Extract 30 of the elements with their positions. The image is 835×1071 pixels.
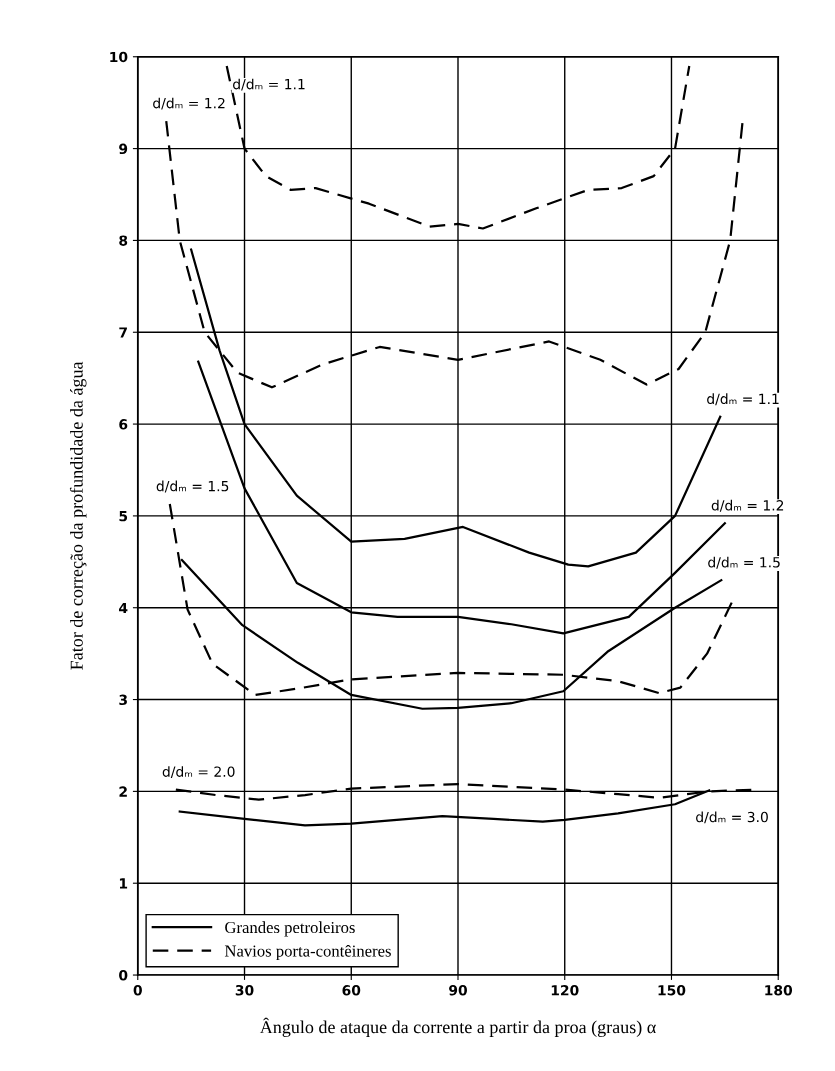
x-axis-title: Ângulo de ataque da corrente a partir da proa (graus) α bbox=[259, 1017, 656, 1037]
annotation: d/dₘ = 1.2 bbox=[153, 97, 225, 110]
y-tick-label: 8 bbox=[119, 235, 128, 246]
annotation: d/dₘ = 1.1 bbox=[233, 78, 305, 91]
y-tick-label: 2 bbox=[119, 786, 127, 797]
annotation: d/dₘ = 1.1 bbox=[707, 393, 779, 406]
y-tick-label: 0 bbox=[119, 970, 128, 981]
x-tick-label: 60 bbox=[342, 985, 361, 996]
legend-label: Grandes petroleiros bbox=[225, 921, 355, 937]
annotation: d/dₘ = 3.0 bbox=[696, 811, 768, 824]
y-tick-label: 1 bbox=[119, 878, 128, 889]
y-tick-label: 5 bbox=[119, 511, 128, 522]
x-tick-label: 150 bbox=[658, 985, 686, 996]
annotation: d/dₘ = 1.2 bbox=[711, 499, 784, 512]
x-tick-label: 30 bbox=[235, 985, 254, 996]
x-tick-label: 0 bbox=[133, 985, 142, 996]
annotation: d/dₘ = 1.5 bbox=[156, 480, 229, 493]
y-axis-title: Fator de correção da profundidade da água bbox=[69, 361, 87, 670]
x-tick-label: 180 bbox=[765, 985, 793, 996]
y-tick-label: 10 bbox=[110, 51, 128, 63]
annotation: d/dₘ = 1.5 bbox=[708, 556, 780, 569]
annotation: d/dₘ = 2.0 bbox=[162, 766, 235, 778]
y-tick-label: 3 bbox=[119, 694, 127, 706]
x-tick-label: 120 bbox=[551, 985, 579, 996]
y-tick-label: 7 bbox=[119, 327, 127, 338]
y-tick-label: 9 bbox=[119, 143, 128, 155]
legend-label: Navios porta-contêineres bbox=[224, 944, 391, 961]
x-tick-label: 90 bbox=[449, 985, 467, 996]
y-tick-label: 6 bbox=[119, 419, 128, 430]
y-tick-label: 4 bbox=[119, 602, 128, 613]
